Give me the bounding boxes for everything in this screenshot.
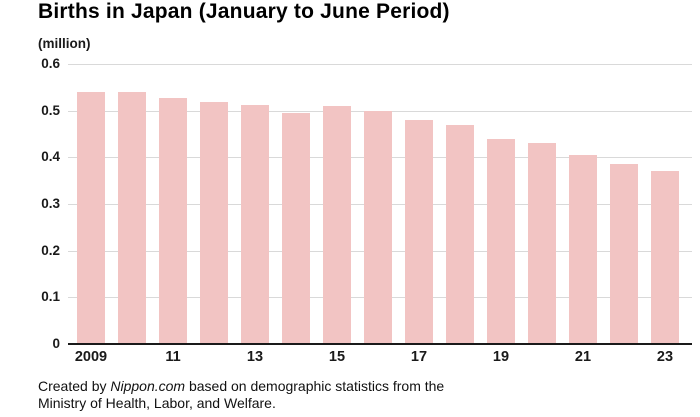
bar-2015	[323, 105, 351, 344]
bar-2023	[651, 170, 679, 344]
bar-2014	[282, 112, 310, 344]
x-tick-label: 11	[165, 349, 181, 365]
bar-2020	[528, 142, 556, 344]
bar-2021	[569, 154, 597, 344]
bar-2012	[200, 101, 228, 344]
source-note-prefix: Created by	[38, 378, 111, 394]
bar-2022	[610, 163, 638, 344]
x-tick-label: 23	[656, 349, 674, 365]
y-tick-label: 0.5	[41, 102, 60, 118]
bar-2011	[159, 97, 187, 344]
bar-2009	[77, 92, 105, 344]
x-tick-label: 13	[246, 349, 264, 365]
x-axis-tick-labels: 2009 11 13 15 17 19 21 23	[68, 349, 692, 369]
bar-2019	[487, 138, 515, 344]
x-tick-label: 17	[410, 349, 428, 365]
y-tick-label: 0.6	[41, 56, 60, 71]
y-tick-label: 0.4	[41, 149, 60, 165]
source-note-suffix: based on demographic statistics from the…	[38, 378, 445, 412]
chart-title: Births in Japan (January to June Period)	[38, 0, 450, 23]
gridline	[68, 64, 692, 65]
x-tick-label: 2009	[74, 349, 108, 365]
x-tick-label: 15	[328, 349, 346, 365]
x-axis-line	[68, 343, 692, 345]
plot-area	[68, 64, 692, 345]
y-tick-label: 0.3	[41, 196, 60, 211]
y-tick-label: 0	[52, 336, 60, 351]
bar-2013	[241, 104, 269, 344]
source-note: Created by Nippon.com based on demograph…	[38, 378, 476, 413]
bar-2016	[364, 110, 392, 344]
y-tick-label: 0.1	[41, 289, 60, 305]
y-axis-tick-labels: 0 0.1 0.2 0.3 0.4 0.5 0.6	[0, 56, 60, 351]
y-axis-unit-label: (million)	[38, 36, 91, 51]
bar-2017	[405, 120, 433, 344]
source-note-brand: Nippon.com	[110, 378, 186, 394]
x-tick-label: 19	[492, 349, 510, 365]
bar-2018	[446, 125, 474, 344]
bar-2010	[118, 91, 146, 344]
x-tick-label: 21	[574, 349, 592, 365]
y-tick-label: 0.2	[41, 242, 60, 258]
